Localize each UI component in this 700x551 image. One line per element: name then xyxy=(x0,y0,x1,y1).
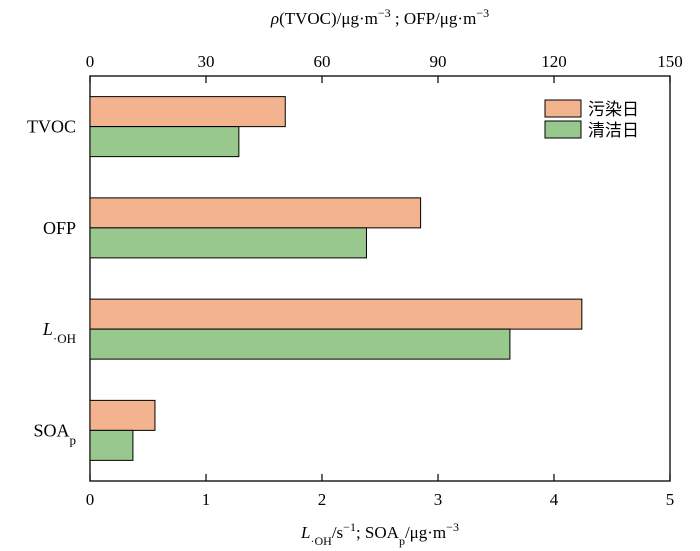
top-axis-title: ρ(TVOC)/μg·m−3 ; OFP/μg·m−3 xyxy=(270,6,489,28)
top-tick-label: 0 xyxy=(86,52,95,71)
legend: 污染日 清洁日 xyxy=(544,99,639,141)
bar-polluted-3 xyxy=(89,399,156,431)
legend-label-polluted: 污染日 xyxy=(588,100,639,120)
top-tick-label: 150 xyxy=(657,52,683,71)
bar-clean-3 xyxy=(89,429,134,461)
bottom-tick-label: 4 xyxy=(550,490,559,509)
bottom-axis-title: L·OH/s−1; SOAp/μg·m−3 xyxy=(300,520,459,548)
legend-swatch-polluted xyxy=(544,99,582,118)
category-labels: TVOC OFP L·OH SOAp xyxy=(27,117,76,447)
category-label-3: SOAp xyxy=(33,420,76,447)
bottom-tick-label: 1 xyxy=(202,490,211,509)
bottom-tick-label: 0 xyxy=(86,490,95,509)
top-tick-label: 30 xyxy=(198,52,215,71)
top-tick-label: 90 xyxy=(430,52,447,71)
bar-polluted-2 xyxy=(89,298,583,330)
bottom-tick-label: 5 xyxy=(666,490,675,509)
category-label-1: OFP xyxy=(43,218,76,238)
top-tick-label: 60 xyxy=(314,52,331,71)
legend-label-clean: 清洁日 xyxy=(588,121,639,141)
bars xyxy=(89,96,583,461)
bar-clean-0 xyxy=(89,126,240,158)
legend-swatch-clean xyxy=(544,120,582,139)
category-label-2: L·OH xyxy=(42,319,76,346)
bar-polluted-0 xyxy=(89,96,286,128)
category-label-0: TVOC xyxy=(27,117,76,137)
top-axis-ticks: 0 30 60 90 120 150 xyxy=(86,52,683,83)
bar-clean-2 xyxy=(89,328,511,360)
bar-clean-1 xyxy=(89,227,367,259)
plot-frame xyxy=(89,75,671,482)
top-tick-label: 120 xyxy=(541,52,567,71)
bottom-axis-ticks: 0 1 2 3 4 5 xyxy=(86,474,675,509)
bottom-tick-label: 2 xyxy=(318,490,327,509)
bar-polluted-1 xyxy=(89,197,422,229)
bottom-tick-label: 3 xyxy=(434,490,443,509)
